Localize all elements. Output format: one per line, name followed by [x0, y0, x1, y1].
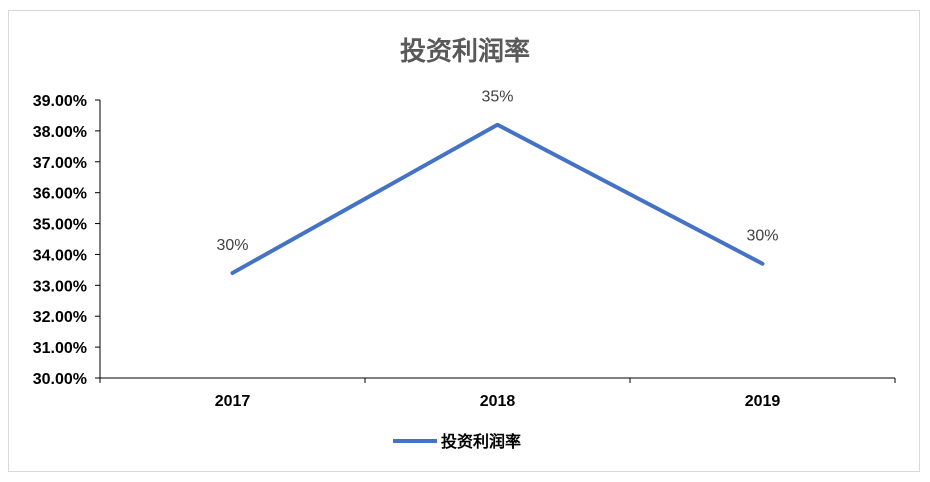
chart-frame	[8, 10, 920, 472]
chart-title: 投资利润率	[400, 36, 530, 67]
y-tick-label: 32.00%	[33, 309, 87, 326]
data-label: 30%	[216, 237, 248, 254]
x-tick-label: 2019	[745, 393, 781, 410]
legend: 投资利润率	[393, 432, 521, 451]
y-tick-label: 30.00%	[33, 371, 87, 388]
y-tick-label: 38.00%	[33, 124, 87, 141]
x-tick-label: 2018	[480, 393, 516, 410]
axes: 30.00% 31.00% 32.00% 33.00% 34.00% 35.00% 36.0…	[33, 93, 896, 410]
y-tick-label: 33.00%	[33, 278, 87, 295]
y-tick-label: 34.00%	[33, 247, 87, 264]
y-tick-label: 35.00%	[33, 217, 87, 234]
y-tick-label: 39.00%	[33, 93, 87, 110]
data-label: 30%	[746, 228, 778, 245]
data-label: 35%	[481, 89, 513, 106]
y-tick-label: 36.00%	[33, 186, 87, 203]
y-tick-label: 31.00%	[33, 340, 87, 357]
y-tick-label: 37.00%	[33, 155, 87, 172]
series-marks: 30% 35% 30%	[216, 89, 779, 275]
legend-label: 投资利润率	[441, 432, 521, 451]
series-line	[230, 122, 765, 275]
x-tick-label: 2017	[215, 393, 251, 410]
